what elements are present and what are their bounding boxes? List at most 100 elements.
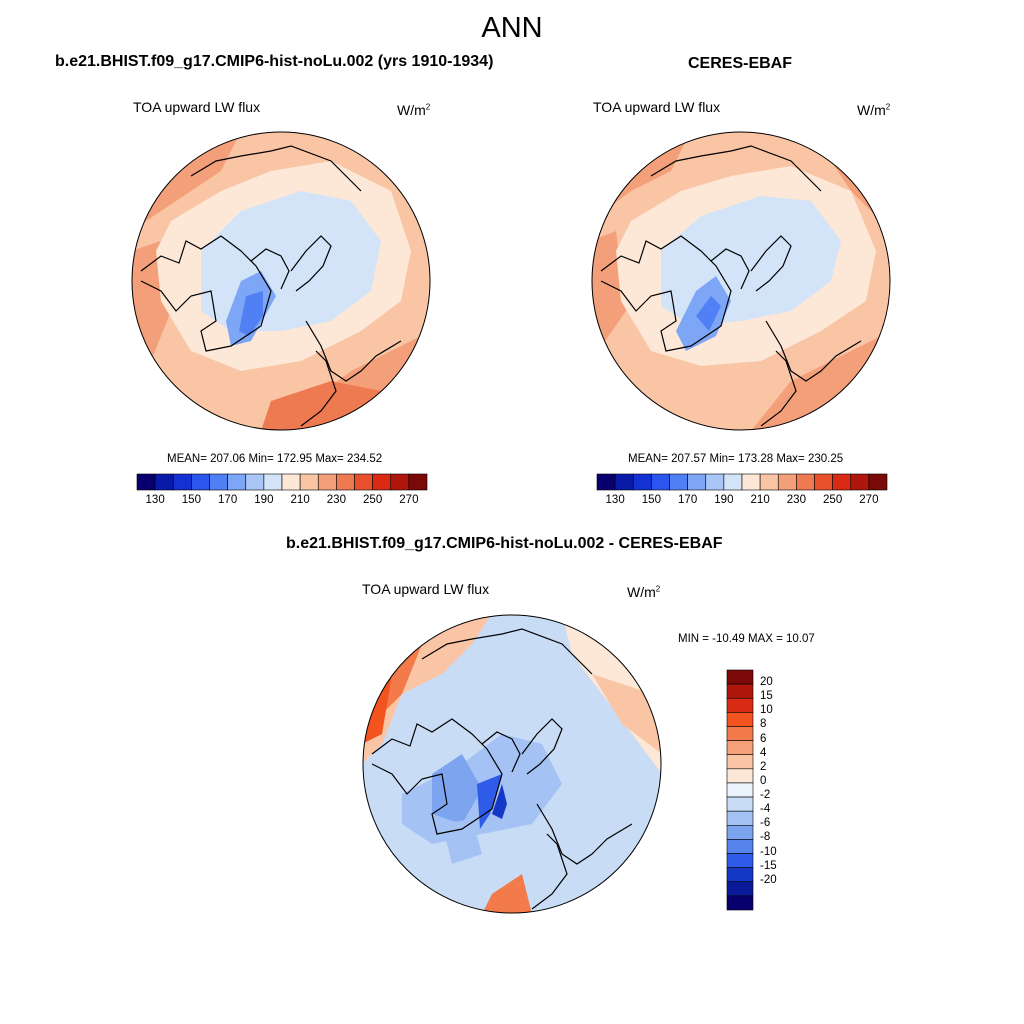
panel-3-colorbar-tick-label: -20 xyxy=(760,873,777,886)
panel-1-colorbar-segment xyxy=(317,473,337,491)
panel-3-colorbar-tick-label: 0 xyxy=(760,774,767,787)
panel-2-colorbar-segment xyxy=(614,473,634,491)
panel-1-colorbar-segment xyxy=(172,473,192,491)
panel-3-colorbar-segment xyxy=(726,754,754,770)
panel-1-colorbar-tick-label: 170 xyxy=(218,494,238,506)
panel-2-colorbar-tick-label: 190 xyxy=(714,494,734,506)
panel-2-polar-map xyxy=(591,131,891,431)
panel-2-colorbar-segment xyxy=(741,473,761,491)
panel-2-colorbar-tick-label: 210 xyxy=(750,494,770,506)
figure-title: ANN xyxy=(481,12,543,44)
panel-2-units-sup: 2 xyxy=(885,102,891,112)
panel-1-colorbar-segment xyxy=(245,473,265,491)
panel-3-units-base: W/m xyxy=(627,584,656,600)
panel-3-colorbar-tick-label: -8 xyxy=(760,831,771,844)
panel-3-colorbar-segment xyxy=(726,697,754,713)
panel-1-colorbar-segment xyxy=(281,473,301,491)
panel-1-colorbar-segment xyxy=(136,473,156,491)
panel-3-polar-map xyxy=(362,614,662,914)
panel-2-colorbar-segment xyxy=(687,473,707,491)
panel-3-colorbar-segment xyxy=(726,740,754,756)
panel-3-colorbar-segment xyxy=(726,669,754,685)
panel-2-colorbar xyxy=(596,473,888,491)
panel-3-colorbar-tick-label: -6 xyxy=(760,817,771,830)
panel-3-colorbar-segment xyxy=(726,712,754,727)
panel-3-title: b.e21.BHIST.f09_g17.CMIP6-hist-noLu.002 … xyxy=(286,535,723,552)
panel-1-colorbar-segment xyxy=(390,473,410,491)
panel-1-colorbar-segment xyxy=(372,473,392,491)
panel-3-colorbar-segment xyxy=(726,867,754,883)
panel-1-colorbar-tick-label: 210 xyxy=(290,494,310,506)
panel-2-stats: MEAN= 207.57 Min= 173.28 Max= 230.25 xyxy=(628,453,844,465)
panel-3-colorbar-tick-label: -4 xyxy=(760,803,771,816)
panel-1-colorbar-tick-label: 250 xyxy=(363,494,383,506)
panel-1-colorbar-segment xyxy=(354,473,373,491)
panel-3-colorbar-tick-label: 10 xyxy=(760,704,773,717)
panel-1-colorbar-segment xyxy=(191,473,210,491)
panel-3-variable-label: TOA upward LW flux xyxy=(362,581,490,597)
panel-2-colorbar-tick-label: 230 xyxy=(786,494,806,506)
panel-1-colorbar-tick-label: 150 xyxy=(181,494,201,506)
panel-3-colorbar-tick-label: -15 xyxy=(760,859,777,872)
panel-2-title: CERES-EBAF xyxy=(688,55,793,72)
panel-3-colorbar-tick-label: 8 xyxy=(760,718,767,731)
panel-2-colorbar-segment xyxy=(651,473,670,491)
panel-3-colorbar-segment xyxy=(726,853,754,868)
panel-3-colorbar-segment xyxy=(726,726,754,741)
panel-2-colorbar-segment xyxy=(814,473,833,491)
panel-1-colorbar-segment xyxy=(154,473,174,491)
panel-3-colorbar-tick-label: 2 xyxy=(760,760,767,773)
panel-1-colorbar-tick-label: 270 xyxy=(399,494,419,506)
panel-2-colorbar-segment xyxy=(777,473,797,491)
panel-3-units: W/m2 xyxy=(627,584,660,600)
panel-1-stats: MEAN= 207.06 Min= 172.95 Max= 234.52 xyxy=(167,453,383,465)
panel-3-colorbar-tick-label: -2 xyxy=(760,789,771,802)
panel-3-colorbar-tick-label: 20 xyxy=(760,676,773,689)
panel-2-colorbar-segment xyxy=(723,473,743,491)
panel-1-colorbar-labels: 130 150 170 190 210 230 250 270 xyxy=(137,494,427,510)
panel-2-colorbar-segment xyxy=(832,473,852,491)
panel-1-units-sup: 2 xyxy=(425,102,431,112)
panel-1-colorbar-tick-label: 190 xyxy=(254,494,274,506)
panel-3-colorbar-tick-label: 15 xyxy=(760,690,773,703)
panel-2-colorbar-labels: 130 150 170 190 210 230 250 270 xyxy=(597,494,887,510)
panel-2-colorbar-segment xyxy=(705,473,725,491)
panel-3-colorbar-labels: 20 15 10 8 6 4 2 0 -2 -4 -6 -8 -10 -15 -20 xyxy=(760,670,800,910)
panel-1-variable-label: TOA upward LW flux xyxy=(133,99,261,115)
panel-3-colorbar-segment xyxy=(726,768,754,784)
panel-2-colorbar-tick-label: 130 xyxy=(605,494,625,506)
panel-1-title: b.e21.BHIST.f09_g17.CMIP6-hist-noLu.002 … xyxy=(55,53,494,70)
panel-3-colorbar-segment xyxy=(726,683,754,699)
panel-3-colorbar-tick-label: 4 xyxy=(760,746,767,759)
panel-1-colorbar-segment xyxy=(263,473,283,491)
panel-2-units: W/m2 xyxy=(857,102,890,118)
panel-1-units: W/m2 xyxy=(397,102,430,118)
panel-1-polar-map xyxy=(131,131,431,431)
panel-1-colorbar-tick-label: 230 xyxy=(326,494,346,506)
panel-3-colorbar xyxy=(726,669,754,911)
panel-3-colorbar-tick-label: 6 xyxy=(760,732,767,745)
panel-3-colorbar-segment xyxy=(726,824,754,840)
panel-2-colorbar-tick-label: 270 xyxy=(859,494,879,506)
panel-1-colorbar-segment xyxy=(336,473,355,491)
panel-2-variable-label: TOA upward LW flux xyxy=(593,99,721,115)
panel-3-stats: MIN = -10.49 MAX = 10.07 xyxy=(678,633,815,645)
panel-2-colorbar-tick-label: 250 xyxy=(823,494,843,506)
panel-3-colorbar-segment xyxy=(726,895,754,911)
panel-1-colorbar-segment xyxy=(299,473,319,491)
panel-2-colorbar-segment xyxy=(759,473,779,491)
panel-1-colorbar xyxy=(136,473,428,491)
panel-3-colorbar-segment xyxy=(726,881,754,897)
panel-2-colorbar-segment xyxy=(632,473,652,491)
panel-1-colorbar-segment xyxy=(408,473,428,491)
panel-3-units-sup: 2 xyxy=(655,584,661,594)
panel-2-colorbar-segment xyxy=(596,473,616,491)
panel-3-colorbar-segment xyxy=(726,782,754,798)
panel-3-colorbar-segment xyxy=(726,810,754,826)
panel-1-units-base: W/m xyxy=(397,102,426,118)
panel-2-colorbar-segment xyxy=(850,473,870,491)
panel-2-colorbar-segment xyxy=(669,473,688,491)
panel-2-units-base: W/m xyxy=(857,102,886,118)
panel-2-colorbar-segment xyxy=(796,473,815,491)
panel-1-colorbar-tick-label: 130 xyxy=(145,494,165,506)
